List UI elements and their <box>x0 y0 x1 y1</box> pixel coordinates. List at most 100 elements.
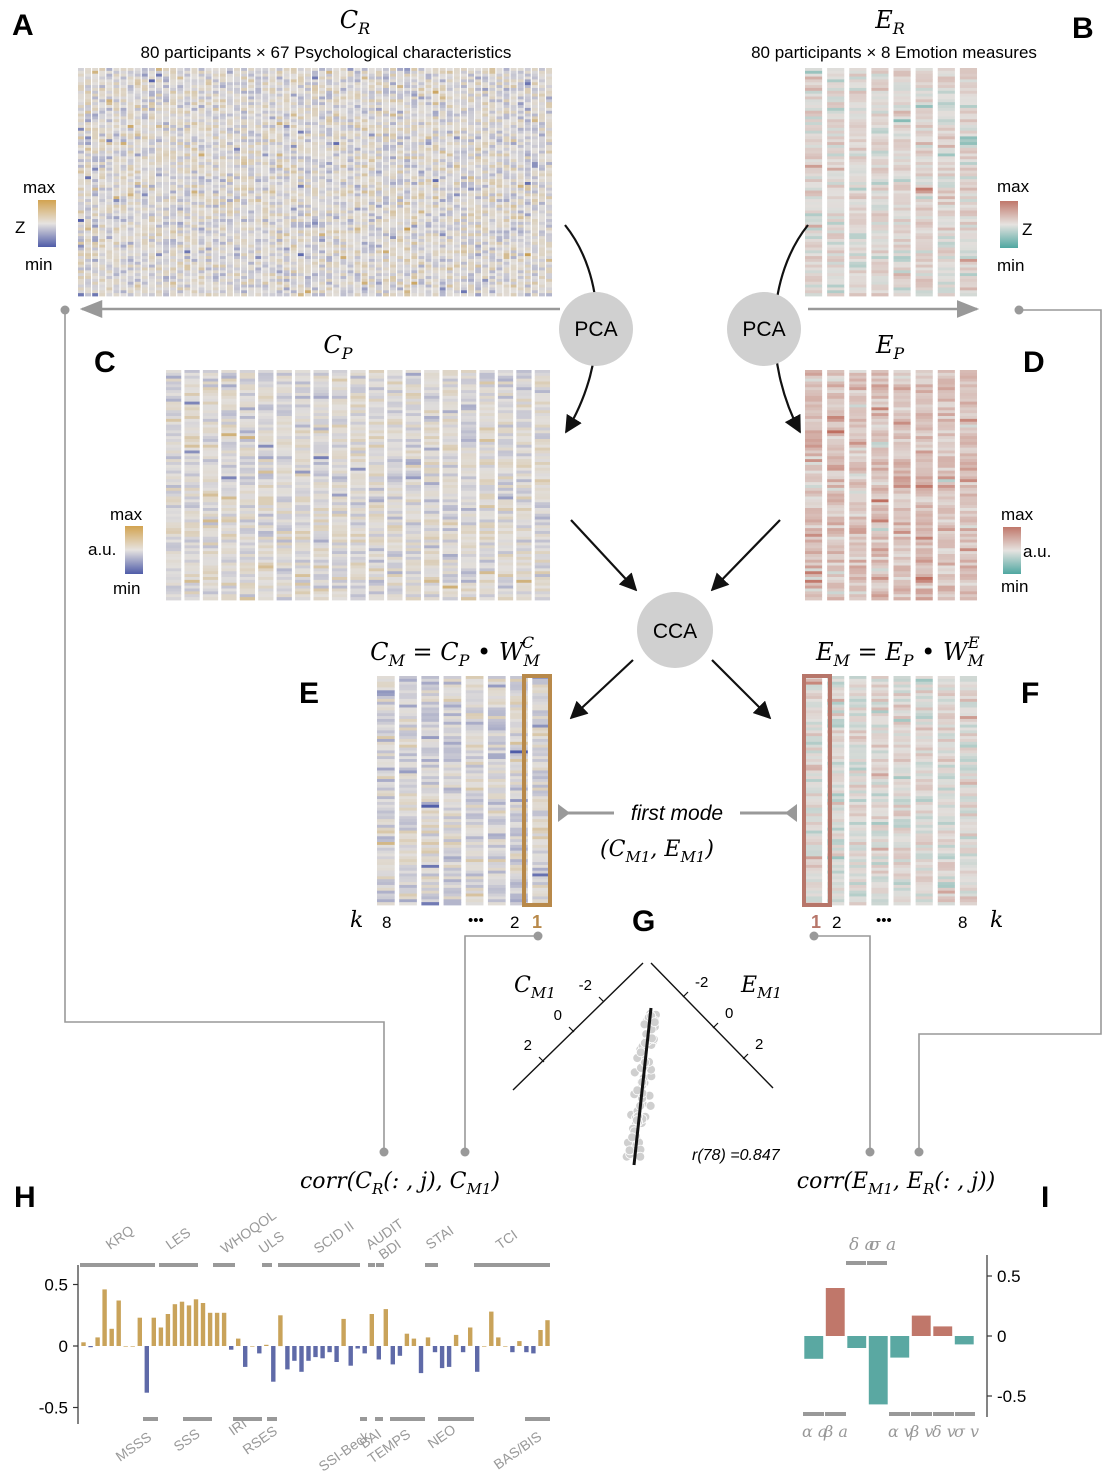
k-tick-8-right: 8 <box>958 913 967 932</box>
i-bar <box>890 1336 910 1358</box>
h-bar <box>250 1346 255 1347</box>
g-axis-c-label: CM1 <box>514 973 556 1002</box>
scatter-point <box>624 1145 635 1156</box>
h-bar <box>531 1346 536 1354</box>
panel-a-title: CR <box>340 6 370 38</box>
i-bottom-group-label: δ v <box>932 1422 956 1441</box>
k-label-left: k <box>350 908 363 933</box>
h-bar <box>229 1346 234 1350</box>
scatter-point <box>635 1151 646 1162</box>
g-e-tick-label: 2 <box>755 1036 763 1053</box>
scatter-point <box>649 1017 660 1028</box>
panel-f-equation: EM = EP • WME <box>815 633 985 670</box>
i-bottom-group-label: β v <box>909 1422 933 1441</box>
heatmap-em <box>805 676 978 906</box>
h-bar <box>320 1346 325 1359</box>
h-bar <box>453 1334 459 1346</box>
h-bar <box>517 1341 522 1346</box>
heatmap-ep <box>805 370 978 601</box>
h-top-group-label: KRQ <box>103 1222 137 1253</box>
panel-g-axes <box>512 962 774 1091</box>
arrow-cp-to-cca <box>570 519 638 592</box>
h-bar <box>446 1346 452 1367</box>
h-bar <box>439 1346 445 1369</box>
h-bar <box>165 1314 171 1346</box>
panel-letter-b: B <box>1072 12 1094 45</box>
h-bar <box>404 1333 410 1346</box>
h-bar <box>411 1338 417 1346</box>
i-y-tick: -0.5 <box>997 1387 1026 1406</box>
h-bar <box>510 1346 515 1353</box>
i-bottom-group-label: σ v <box>954 1422 979 1441</box>
formula-left: corr(CR(: , j), CM1) <box>300 1169 500 1198</box>
pca-node-left <box>559 292 633 366</box>
h-bar <box>243 1346 248 1367</box>
h-bar <box>81 1342 86 1346</box>
h-bottom-group-label: BAS/BIS <box>491 1428 545 1472</box>
h-bar <box>193 1299 199 1346</box>
panel-letter-d: D <box>1023 346 1045 379</box>
i-bar <box>825 1288 845 1336</box>
i-bottom-group-label: α v <box>888 1422 913 1441</box>
first-mode-label: first mode <box>631 802 723 825</box>
h-bar <box>369 1314 374 1346</box>
h-bar <box>172 1304 178 1346</box>
h-bar <box>425 1337 431 1346</box>
first-mode-highlight-e <box>802 674 832 907</box>
h-bar <box>116 1300 121 1346</box>
h-y-tick: 0.5 <box>44 1276 68 1295</box>
h-bar <box>397 1346 403 1356</box>
h-bar <box>200 1303 206 1346</box>
panel-c-title: CP <box>323 331 352 363</box>
h-bar <box>538 1330 543 1346</box>
h-bar <box>130 1346 135 1347</box>
k-tick-2-right: 2 <box>832 913 841 932</box>
panel-d-title: EP <box>875 331 905 363</box>
h-bar <box>376 1346 381 1360</box>
h-bar <box>207 1312 213 1346</box>
panel-letter-a: A <box>12 9 34 42</box>
h-bar <box>327 1346 332 1353</box>
i-bar <box>954 1336 974 1345</box>
h-bar <box>271 1346 276 1382</box>
panel-letter-f: F <box>1021 677 1039 710</box>
pca-label-left: PCA <box>574 318 617 341</box>
h-bar <box>151 1317 156 1346</box>
regression-line <box>632 1007 653 1166</box>
i-top-group-label: δ a <box>849 1235 875 1255</box>
h-bar <box>475 1346 480 1372</box>
panel-letter-e: E <box>299 677 319 710</box>
k-tick-1-left: 1 <box>532 912 542 932</box>
h-bar <box>123 1346 128 1347</box>
i-bottom-group-label: β a <box>823 1422 848 1441</box>
i-bar <box>933 1326 953 1336</box>
heatmap-cm <box>377 676 551 906</box>
colorbar-cp: max a.u. min <box>88 505 143 598</box>
panel-letter-g: G <box>632 905 655 938</box>
h-bar <box>496 1337 501 1346</box>
panel-g-ticks: -2 0 2 -2 0 2 <box>524 974 763 1063</box>
k-tick-1-right: 1 <box>811 912 821 932</box>
k-tick-2-left: 2 <box>510 913 519 932</box>
h-bar <box>524 1346 529 1353</box>
h-bar <box>264 1344 269 1346</box>
g-c-tick-label: 2 <box>524 1037 532 1054</box>
cca-node <box>637 592 713 668</box>
h-bottom-group-label: MSSS <box>113 1429 155 1465</box>
h-bar <box>214 1312 220 1346</box>
heatmap-cp <box>166 370 551 601</box>
connector-lines <box>60 305 1102 1157</box>
h-bar <box>236 1338 241 1346</box>
h-top-group-label: TCI <box>493 1226 521 1252</box>
h-y-tick: -0.5 <box>39 1399 68 1418</box>
pca-node-right <box>727 292 801 366</box>
h-bar <box>468 1327 473 1346</box>
h-bar <box>418 1346 424 1374</box>
h-bar <box>503 1346 508 1347</box>
h-bar <box>285 1346 290 1370</box>
h-bar <box>278 1315 283 1347</box>
h-bar <box>144 1346 149 1393</box>
g-e-tick-label: 0 <box>725 1005 733 1022</box>
i-bar <box>868 1336 888 1405</box>
h-bar <box>88 1346 93 1348</box>
